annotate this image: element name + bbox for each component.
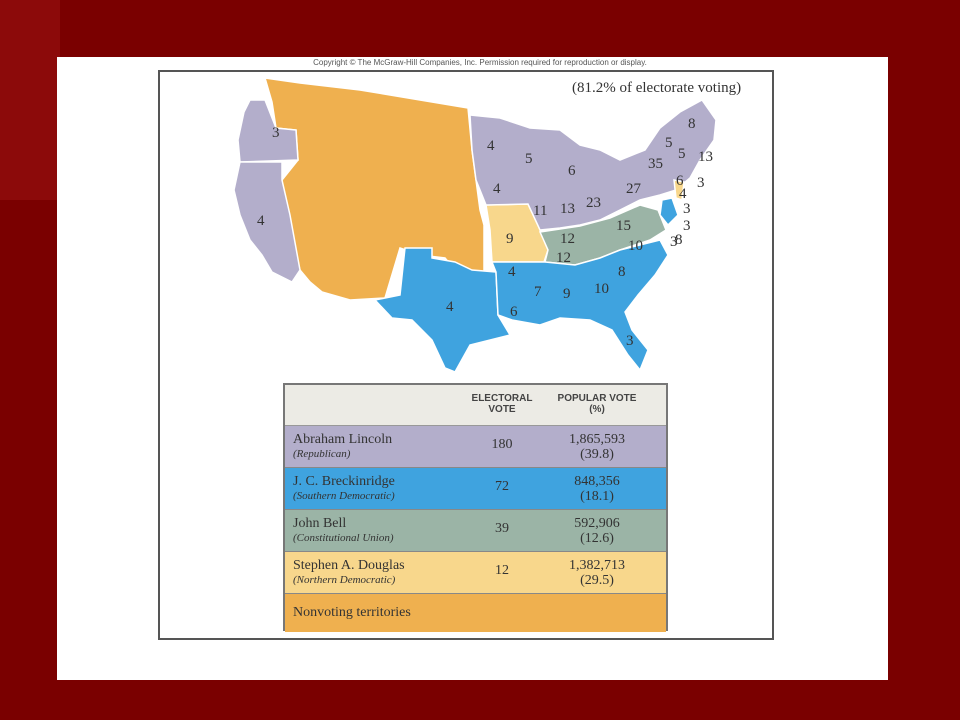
electoral-vote-header: ELECTORAL VOTE	[471, 393, 533, 415]
popular-vote-percent: (18.1)	[580, 489, 614, 504]
electoral-vote-value: 180	[491, 437, 513, 452]
popular-vote-value: 592,906	[574, 516, 620, 531]
election-results-legend: ELECTORAL VOTE POPULAR VOTE (%) Abraham …	[283, 383, 668, 632]
region-maryland	[659, 197, 679, 227]
map-label: 13	[560, 201, 575, 217]
background-accent	[0, 0, 60, 200]
legend-row-lincoln: Abraham Lincoln (Republican) 180 1,865,5…	[285, 426, 666, 468]
region-northern-states	[469, 99, 717, 231]
region-nonvoting-territories	[263, 77, 485, 301]
candidate-name: J. C. Breckinridge	[293, 474, 395, 489]
party-name: (Southern Democratic)	[293, 490, 395, 502]
region-deep-south	[490, 239, 669, 372]
map-label: 4	[508, 264, 516, 280]
legend-header: ELECTORAL VOTE POPULAR VOTE (%)	[285, 385, 666, 426]
map-label: 4	[257, 213, 265, 229]
map-label: 9	[506, 231, 514, 247]
legend-row-nonvoting: Nonvoting territories	[285, 594, 666, 632]
electoral-vote-value: 12	[495, 563, 509, 578]
map-label: 6	[676, 173, 684, 189]
region-california	[233, 161, 301, 283]
party-name: (Northern Democratic)	[293, 574, 396, 586]
map-label: 6	[568, 163, 576, 179]
map-label: 3	[272, 125, 280, 141]
map-label: 9	[563, 286, 571, 302]
map-label: 27	[626, 181, 642, 197]
electoral-vote-value: 72	[495, 479, 509, 494]
legend-row-breckinridge: J. C. Breckinridge (Southern Democratic)…	[285, 468, 666, 510]
region-new-jersey	[673, 179, 685, 202]
map-label: 4	[493, 181, 501, 197]
party-name: (Republican)	[293, 448, 351, 460]
popular-vote-header: POPULAR VOTE (%)	[557, 393, 637, 415]
popular-vote-percent: (39.8)	[580, 447, 614, 462]
map-label: 3	[683, 201, 691, 217]
region-texas	[373, 247, 512, 373]
electoral-vote-value: 39	[495, 521, 509, 536]
map-label: 3	[683, 218, 691, 234]
map-label: 5	[678, 146, 686, 162]
map-label: 23	[586, 195, 601, 211]
popular-vote-value: 1,382,713	[569, 558, 625, 573]
party-name: (Constitutional Union)	[293, 532, 394, 544]
region-oregon	[237, 99, 299, 163]
map-label: 4	[446, 299, 454, 315]
nonvoting-label: Nonvoting territories	[293, 605, 411, 620]
map-label: 13	[698, 149, 713, 165]
map-label: 7	[534, 284, 542, 300]
map-label: 15	[616, 218, 631, 234]
map-label: 10	[628, 238, 643, 254]
map-label: 4	[487, 138, 495, 154]
copyright-notice: Copyright © The McGraw-Hill Companies, I…	[313, 58, 647, 67]
candidate-name: Abraham Lincoln	[293, 432, 393, 447]
map-label: 3	[626, 333, 634, 349]
map-label: 4	[679, 186, 687, 202]
candidate-name: John Bell	[293, 516, 347, 531]
electorate-voting-note: (81.2% of electorate voting)	[572, 80, 742, 96]
map-label: 11	[533, 203, 547, 219]
legend-row-douglas: Stephen A. Douglas (Northern Democratic)…	[285, 552, 666, 594]
map-label: 10	[594, 281, 609, 297]
map-label: 6	[510, 304, 518, 320]
map-label: 35	[648, 156, 663, 172]
map-label: 8	[688, 116, 696, 132]
candidate-name: Stephen A. Douglas	[293, 558, 405, 573]
popular-vote-value: 848,356	[574, 474, 620, 489]
popular-vote-percent: (12.6)	[580, 531, 614, 546]
popular-vote-percent: (29.5)	[580, 573, 614, 588]
legend-row-bell: John Bell (Constitutional Union) 39 592,…	[285, 510, 666, 552]
map-label: 12	[556, 250, 571, 266]
map-label: 8	[675, 232, 683, 248]
map-label: 3	[670, 234, 678, 250]
map-label: 5	[525, 151, 533, 167]
popular-vote-value: 1,865,593	[569, 432, 625, 447]
map-label: 5	[665, 135, 673, 151]
map-label: 12	[560, 231, 575, 247]
map-label: 3	[697, 175, 705, 191]
map-label: 8	[618, 264, 626, 280]
